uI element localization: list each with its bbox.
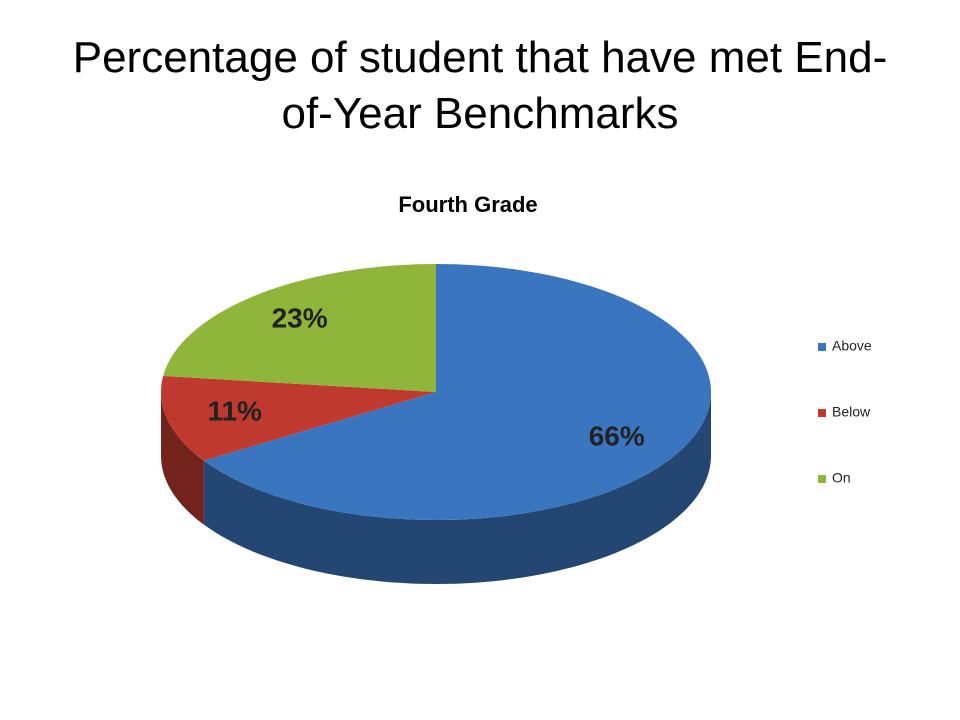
data-label: 66%	[589, 421, 645, 452]
slice-side	[161, 392, 204, 525]
legend-swatch	[818, 409, 826, 417]
slice-side	[203, 392, 712, 584]
slide-title: Percentage of student that have met End-…	[72, 33, 888, 138]
chart-title: Fourth Grade	[398, 192, 537, 217]
legend-label: Below	[832, 404, 871, 420]
legend-label: On	[832, 470, 851, 486]
pie-slice	[161, 376, 436, 461]
data-label: 23%	[272, 302, 328, 333]
pie-slice	[163, 264, 436, 392]
legend-swatch	[818, 343, 826, 351]
legend-swatch	[818, 475, 826, 483]
data-label: 11%	[207, 395, 262, 426]
pie-slice	[203, 264, 712, 520]
legend-label: Above	[832, 338, 872, 354]
